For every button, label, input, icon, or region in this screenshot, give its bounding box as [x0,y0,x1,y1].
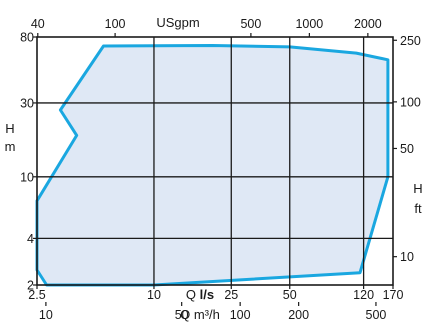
bottom-m3h-tick-label: 500 [366,308,387,322]
frame-layer [36,36,394,286]
right-tick-label: 250 [400,34,421,48]
operating-range-layer [35,44,390,287]
right-tick-label: 100 [400,95,421,109]
bottom-ls-tick-label: 170 [383,288,404,302]
bottom-ls-tick-label: 2.5 [28,288,45,302]
left-tick-label: 2 [27,279,34,293]
top-tick-label: 500 [240,17,261,31]
bottom-m3h-tick-label: 200 [288,308,309,322]
axis-title-layer: USgpm H m H ft Q l/s Q m³/h [5,15,423,322]
bottom-m3h-tick-label: 50 [175,308,189,322]
right-tick-label: 10 [400,250,414,264]
left-tick-label: 80 [20,31,34,45]
left-axis-title-line2: m [5,139,16,154]
bottom-m3h-tick-label: 100 [230,308,251,322]
left-axis-title-line1: H [5,121,14,136]
bottom-ls-tick-label: 10 [147,288,161,302]
bottom-m3h-tick-label: 10 [39,308,53,322]
bottom-axis-title-ls-unit: l/s [200,287,214,302]
bottom-axis-title-ls: Q l/s [186,287,214,302]
left-tick-label: 30 [20,96,34,110]
right-axis-title-line2: ft [414,201,422,216]
right-tick-label: 50 [400,142,414,156]
top-tick-label: 100 [105,17,126,31]
left-tick-label: 10 [20,170,34,184]
bottom-ls-tick-label: 120 [353,288,374,302]
bottom-ls-tick-label: 25 [224,288,238,302]
grid-layer [37,37,393,285]
left-tick-label: 4 [27,232,34,246]
tick-label-layer: 2.5 10 25 50 120 170 10 50 100 200 500 40 100 500 1000… [20,17,421,322]
right-axis-title-line1: H [413,181,422,196]
top-tick-label: 40 [31,17,45,31]
bottom-axis-title-m3h: Q m³/h [180,307,220,322]
plot-frame [36,36,394,286]
top-tick-label: 1000 [295,17,323,31]
operating-range-polygon [35,44,390,287]
top-tick-label: 2000 [354,17,382,31]
bottom-axis-title-ls-prefix: Q [186,287,200,302]
top-axis-title: USgpm [156,15,199,30]
bottom-ls-tick-label: 50 [283,288,297,302]
